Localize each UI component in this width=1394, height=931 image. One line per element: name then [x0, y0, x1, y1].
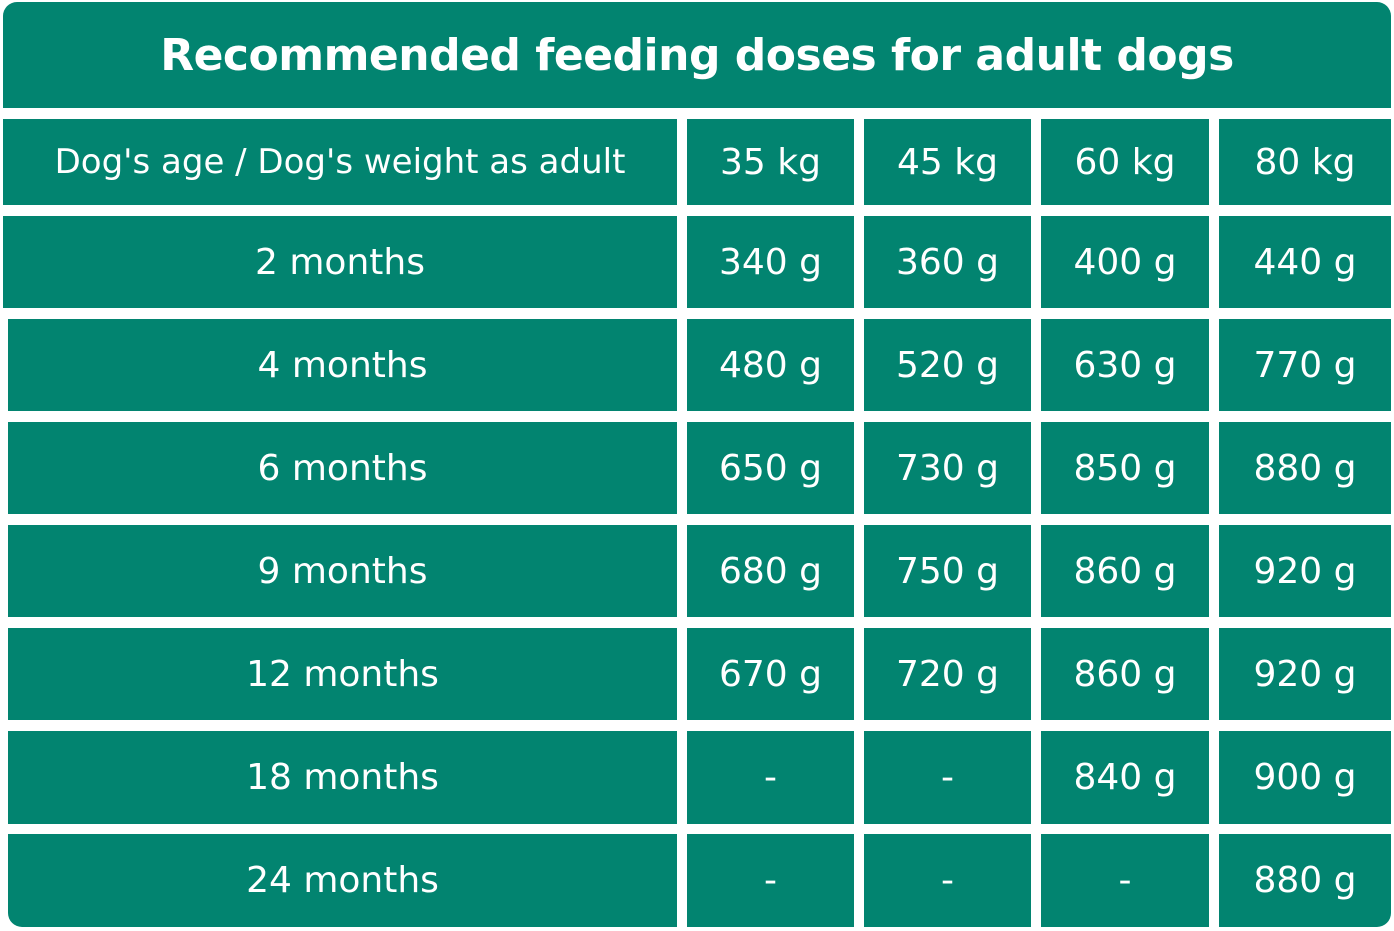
header-label-cell: Dog's age / Dog's weight as adult — [3, 119, 677, 205]
age-cell: 18 months — [8, 731, 677, 824]
dose-cell: 860 g — [1041, 525, 1209, 617]
dose-cell: - — [687, 834, 854, 927]
dose-cell: 360 g — [864, 216, 1031, 308]
dose-cell: 400 g — [1041, 216, 1209, 308]
age-cell: 4 months — [8, 319, 677, 411]
dose-cell: 340 g — [687, 216, 854, 308]
table-title: Recommended feeding doses for adult dogs — [3, 2, 1391, 108]
dose-cell: 920 g — [1219, 525, 1391, 617]
dose-cell: 840 g — [1041, 731, 1209, 824]
header-weight-cell: 45 kg — [864, 119, 1031, 205]
dose-cell: 850 g — [1041, 422, 1209, 514]
age-cell: 24 months — [8, 834, 677, 927]
dose-cell: 860 g — [1041, 628, 1209, 720]
age-cell: 12 months — [8, 628, 677, 720]
age-cell: 2 months — [3, 216, 677, 308]
dose-cell: 680 g — [687, 525, 854, 617]
age-cell: 6 months — [8, 422, 677, 514]
dose-cell: 900 g — [1219, 731, 1391, 824]
dose-cell: 720 g — [864, 628, 1031, 720]
dose-cell: - — [1041, 834, 1209, 927]
dose-cell: - — [864, 731, 1031, 824]
dose-cell: 650 g — [687, 422, 854, 514]
header-weight-cell: 80 kg — [1219, 119, 1391, 205]
dose-cell: 630 g — [1041, 319, 1209, 411]
dose-cell: 730 g — [864, 422, 1031, 514]
dose-cell: 670 g — [687, 628, 854, 720]
dose-cell: - — [864, 834, 1031, 927]
dose-cell: 880 g — [1219, 834, 1391, 927]
dose-cell: 440 g — [1219, 216, 1391, 308]
dose-cell: 750 g — [864, 525, 1031, 617]
header-weight-cell: 35 kg — [687, 119, 854, 205]
dose-cell: 520 g — [864, 319, 1031, 411]
age-cell: 9 months — [8, 525, 677, 617]
dose-cell: 920 g — [1219, 628, 1391, 720]
header-weight-cell: 60 kg — [1041, 119, 1209, 205]
dose-cell: 880 g — [1219, 422, 1391, 514]
dose-cell: - — [687, 731, 854, 824]
dose-cell: 770 g — [1219, 319, 1391, 411]
dose-cell: 480 g — [687, 319, 854, 411]
